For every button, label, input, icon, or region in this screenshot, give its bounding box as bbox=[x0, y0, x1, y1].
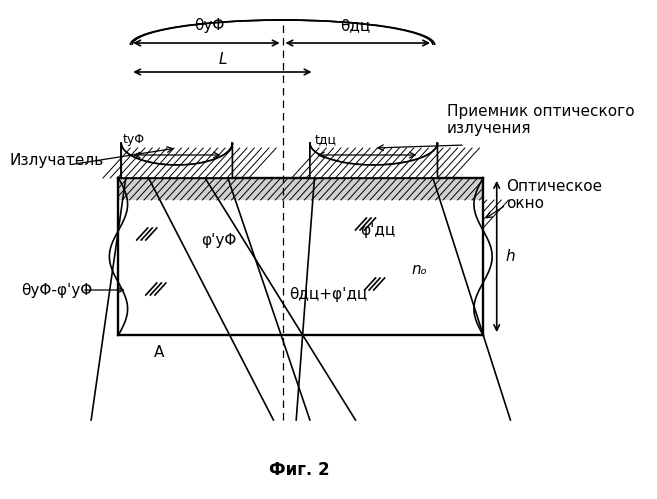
Polygon shape bbox=[310, 143, 438, 178]
Text: θдц: θдц bbox=[340, 18, 371, 33]
Text: nₒ: nₒ bbox=[411, 262, 427, 277]
Text: φ'дц: φ'дц bbox=[361, 223, 396, 238]
Text: θуΦ-φ'уΦ: θуΦ-φ'уΦ bbox=[21, 282, 92, 297]
Text: h: h bbox=[506, 249, 516, 264]
Text: L: L bbox=[218, 52, 227, 67]
Text: A: A bbox=[154, 345, 165, 360]
Text: θуΦ: θуΦ bbox=[194, 18, 225, 33]
Text: tдц: tдц bbox=[315, 133, 336, 146]
Text: Фиг. 2: Фиг. 2 bbox=[269, 461, 329, 479]
Polygon shape bbox=[118, 178, 483, 200]
Text: Оптическое
окно: Оптическое окно bbox=[506, 179, 602, 211]
Text: Приемник оптического
излучения: Приемник оптического излучения bbox=[447, 104, 634, 136]
Polygon shape bbox=[122, 143, 233, 178]
Text: tуΦ: tуΦ bbox=[123, 133, 145, 146]
Text: Излучатель: Излучатель bbox=[9, 153, 103, 168]
Text: θдц+φ'дц: θдц+φ'дц bbox=[289, 287, 367, 302]
Text: φ'уΦ: φ'уΦ bbox=[201, 233, 237, 248]
